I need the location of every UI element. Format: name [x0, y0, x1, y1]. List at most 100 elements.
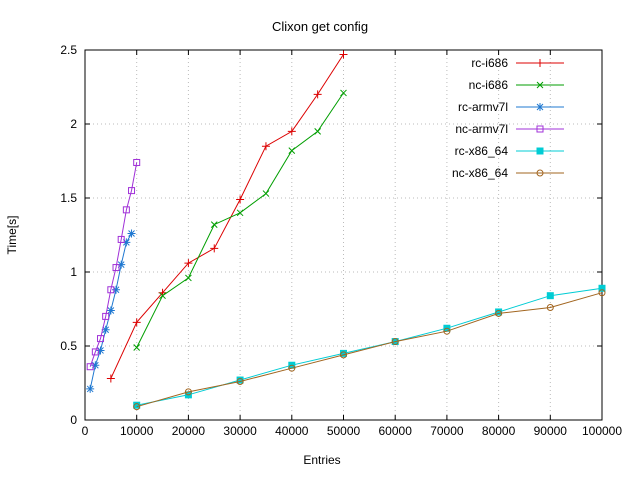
asterisk-marker: [127, 229, 136, 238]
legend-label: nc-i686: [469, 78, 509, 92]
asterisk-marker: [117, 260, 126, 269]
x-tick-label: 20000: [172, 424, 206, 438]
cross-marker: [536, 81, 544, 89]
x-tick-label: 30000: [223, 424, 257, 438]
y-tick-label: 0: [70, 413, 77, 427]
series-nc-x86_64: [133, 289, 606, 411]
circle-open-marker: [184, 388, 192, 396]
cross-marker: [340, 89, 347, 97]
legend-item-nc-armv7l: nc-armv7l: [455, 122, 564, 136]
square-open-marker: [107, 286, 115, 294]
square-open-marker: [536, 125, 544, 133]
legend-item-nc-x86_64: nc-x86_64: [452, 166, 564, 180]
circle-open-marker: [391, 338, 399, 346]
circle-open-marker: [133, 403, 141, 411]
plus-marker: [132, 318, 141, 327]
asterisk-marker: [122, 238, 131, 247]
legend-label: rc-armv7l: [458, 100, 508, 114]
x-tick-label: 80000: [482, 424, 516, 438]
legend-item-rc-x86_64: rc-x86_64: [455, 144, 564, 158]
circle-open-marker: [546, 304, 554, 312]
plus-marker: [261, 142, 270, 151]
plus-marker: [287, 127, 296, 136]
circle-open-marker: [598, 289, 606, 297]
x-tick-label: 10000: [120, 424, 154, 438]
asterisk-marker: [536, 103, 544, 111]
circle-open-marker: [495, 309, 503, 317]
series-nc-i686: [133, 89, 347, 351]
legend-label: rc-i686: [471, 56, 508, 70]
plus-marker: [339, 50, 348, 59]
asterisk-marker: [96, 346, 105, 355]
asterisk-marker: [112, 285, 121, 294]
asterisk-marker: [91, 361, 100, 370]
cross-marker: [210, 221, 218, 228]
series-line: [110, 54, 344, 379]
y-tick-label: 1: [70, 265, 77, 279]
series-line: [136, 292, 603, 408]
x-tick-label: 50000: [327, 424, 361, 438]
x-tick-label: 60000: [379, 424, 413, 438]
plus-marker: [184, 259, 193, 268]
asterisk-marker: [86, 384, 95, 393]
y-tick-label: 1.5: [60, 191, 77, 205]
circle-open-marker: [340, 351, 347, 359]
y-tick-label: 2: [70, 117, 77, 131]
series-line: [89, 162, 138, 367]
series-rc-i686: [106, 50, 348, 383]
plus-marker: [106, 374, 115, 383]
square-open-marker: [128, 187, 136, 195]
square-open-marker: [91, 348, 99, 356]
square-open-marker: [117, 235, 125, 243]
asterisk-marker: [106, 306, 115, 315]
legend: rc-i686 nc-i686 rc-armv7l nc-armv7l rc-x86_6…: [452, 56, 564, 180]
plus-marker: [236, 195, 245, 204]
cross-marker: [159, 292, 166, 300]
legend-label: nc-x86_64: [452, 166, 508, 180]
cross-marker: [314, 128, 322, 135]
x-tick-label: 0: [82, 424, 89, 438]
square-open-marker: [102, 312, 110, 320]
series-rc-armv7l: [86, 229, 136, 393]
cross-marker: [185, 274, 192, 282]
cross-marker: [262, 190, 270, 197]
circle-open-marker: [236, 378, 244, 386]
circle-open-marker: [536, 169, 544, 177]
circle-open-marker: [443, 327, 451, 335]
series-line: [136, 287, 603, 406]
square-open-marker: [86, 363, 94, 371]
x-tick-label: 70000: [430, 424, 464, 438]
square-open-marker: [122, 206, 130, 214]
square-open-marker: [97, 335, 105, 343]
tick-labels: 0 10000 20000 30000 40000 50000 60000 70000 8000…: [60, 43, 622, 438]
series-rc-x86_64: [133, 284, 606, 409]
x-tick-label: 40000: [275, 424, 309, 438]
plus-marker: [313, 90, 322, 99]
circle-open-marker: [288, 364, 296, 372]
legend-item-nc-i686: nc-i686: [469, 78, 564, 92]
legend-label: nc-armv7l: [455, 122, 508, 136]
legend-label: rc-x86_64: [455, 144, 509, 158]
series-line: [136, 92, 344, 348]
chart-title: Clixon get config: [272, 19, 368, 34]
cross-marker: [133, 344, 141, 351]
square-filled-marker: [546, 292, 554, 300]
cross-marker: [288, 147, 296, 154]
cross-marker: [236, 209, 244, 217]
legend-item-rc-i686: rc-i686: [471, 56, 564, 70]
square-filled-marker: [598, 284, 606, 292]
plus-marker: [210, 244, 219, 253]
square-open-marker: [133, 158, 141, 166]
x-tick-label: 90000: [534, 424, 568, 438]
tick-marks: [84, 49, 603, 421]
legend-item-rc-armv7l: rc-armv7l: [458, 100, 564, 114]
y-axis-label: Time[s]: [5, 216, 19, 255]
y-tick-label: 2.5: [60, 43, 77, 57]
series-nc-armv7l: [86, 158, 141, 371]
plus-marker: [536, 59, 544, 67]
x-axis-label: Entries: [303, 453, 340, 467]
grid: [85, 50, 602, 420]
asterisk-marker: [101, 325, 110, 334]
